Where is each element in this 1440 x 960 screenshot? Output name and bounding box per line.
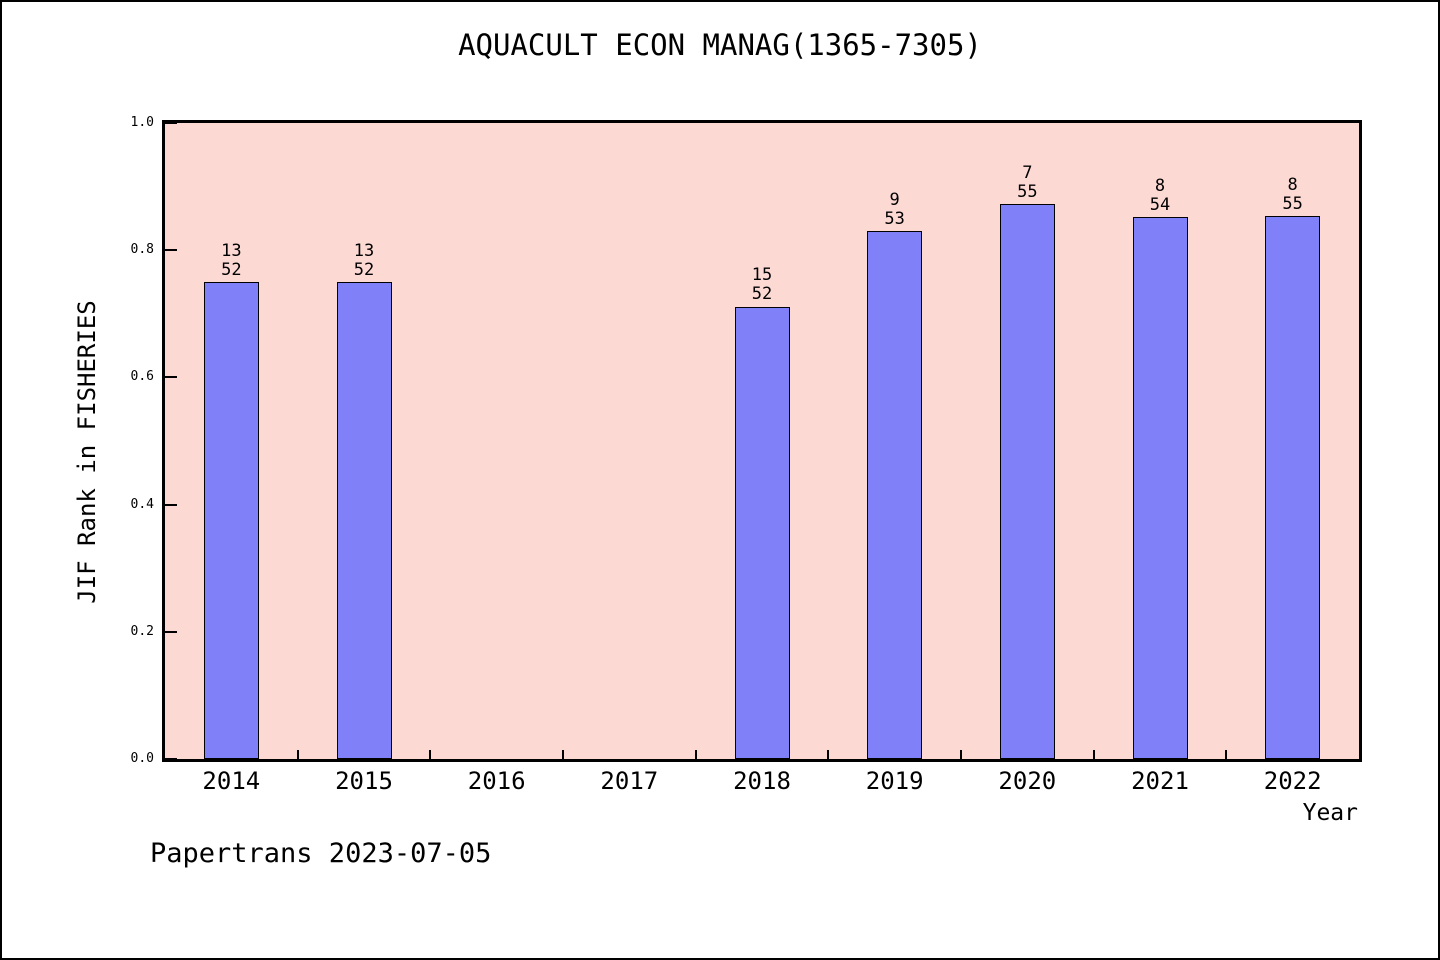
bar-annotation-2019: 9 53	[850, 189, 940, 229]
bar-2014	[203, 282, 259, 759]
x-minor-tick	[429, 750, 432, 759]
bar-total-value: 53	[884, 208, 905, 229]
bar-2022	[1265, 215, 1321, 759]
y-tick-label: 0.2	[130, 623, 154, 639]
y-tick	[165, 249, 177, 252]
y-tick-label: 0.8	[130, 242, 154, 258]
bar-annotation-2018: 15 52	[717, 266, 807, 304]
y-tick-label: 0.6	[130, 369, 154, 385]
bar-2019	[867, 231, 923, 759]
x-minor-tick	[960, 750, 962, 759]
y-tick	[165, 376, 177, 379]
bar-total-value: 52	[751, 284, 773, 305]
chart-title: AQUACULT ECON MANAG(1365-7305)	[458, 28, 982, 62]
x-tick-label: 2018	[733, 767, 791, 795]
bar-annotation-2015: 13 52	[319, 242, 409, 280]
y-tick-label: 1.0	[130, 115, 154, 130]
x-tick-label: 2016	[467, 767, 526, 795]
bar-annotation-2022: 8 55	[1248, 174, 1338, 214]
bar-annotation-2021: 8 54	[1115, 177, 1205, 215]
y-tick	[165, 503, 177, 506]
y-tick-label: 0.4	[130, 496, 154, 512]
bar-2018	[734, 306, 790, 759]
bar-total-value: 52	[221, 260, 242, 280]
bar-total-value: 52	[353, 260, 375, 280]
bar-annotation-2020: 7 55	[982, 162, 1072, 202]
x-tick-label: 2020	[998, 767, 1057, 795]
x-minor-tick	[1092, 750, 1095, 759]
x-tick-label: 2019	[865, 767, 924, 795]
x-minor-tick	[1225, 750, 1228, 759]
bar-rank-value: 9	[889, 189, 900, 210]
y-tick	[165, 630, 177, 633]
footer-watermark: Papertrans 2023-07-05	[150, 838, 492, 869]
y-tick-label: 0.0	[130, 751, 154, 766]
x-tick-label: 2014	[202, 767, 261, 795]
x-minor-tick	[694, 750, 697, 759]
x-tick-label: 2021	[1131, 767, 1189, 795]
bar-total-value: 54	[1149, 195, 1171, 216]
bar-total-value: 55	[1282, 193, 1303, 214]
bar-total-value: 55	[1017, 181, 1038, 202]
bar-rank-value: 7	[1022, 162, 1033, 183]
x-minor-tick	[827, 750, 830, 759]
plot-area	[162, 120, 1362, 762]
x-minor-tick	[562, 750, 564, 759]
x-tick-label: 2015	[335, 767, 393, 795]
bar-annotation-2014: 13 52	[186, 242, 276, 280]
bar-2021	[1132, 217, 1188, 759]
bar-rank-value: 8	[1154, 176, 1166, 197]
bar-rank-value: 13	[353, 241, 375, 261]
x-tick-label: 2022	[1263, 767, 1322, 795]
x-axis-label: Year	[1302, 800, 1358, 826]
y-tick	[165, 758, 177, 760]
x-tick-label: 2017	[600, 767, 659, 795]
bar-2020	[999, 203, 1055, 759]
y-axis-label: JIF Rank in FISHERIES	[73, 300, 101, 604]
bar-rank-value: 15	[751, 265, 773, 286]
bar-2015	[336, 282, 392, 759]
bar-rank-value: 8	[1287, 174, 1298, 195]
bar-rank-value: 13	[221, 241, 242, 261]
x-minor-tick	[296, 750, 299, 759]
y-tick	[165, 122, 177, 124]
